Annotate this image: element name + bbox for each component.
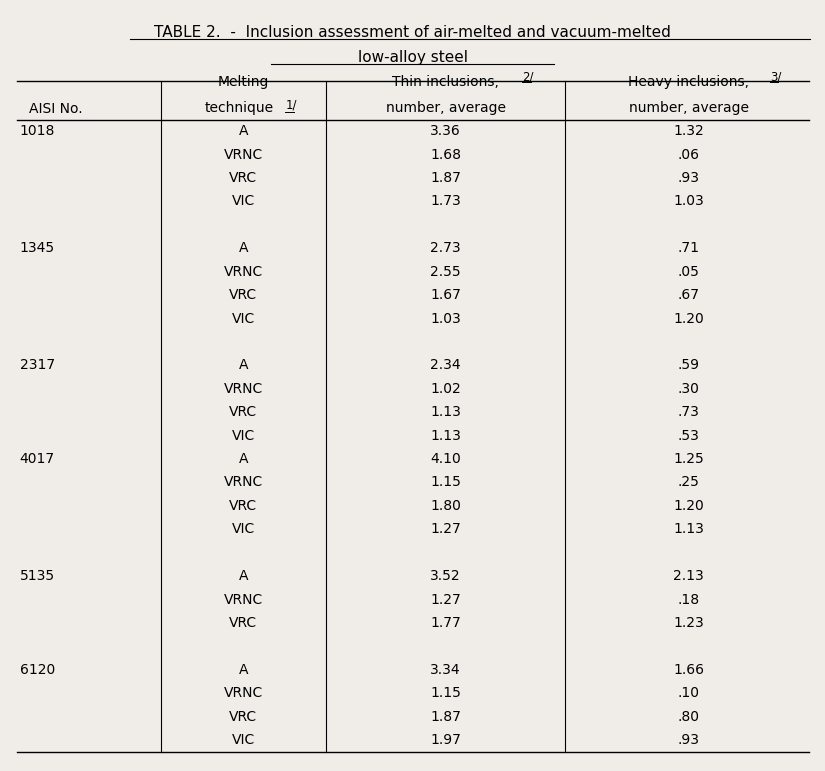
Text: 1.23: 1.23 bbox=[673, 616, 705, 630]
Text: 1.27: 1.27 bbox=[430, 593, 461, 607]
Text: VRC: VRC bbox=[229, 709, 257, 724]
Text: 2.34: 2.34 bbox=[430, 359, 461, 372]
Text: VRNC: VRNC bbox=[224, 382, 263, 396]
Text: VRNC: VRNC bbox=[224, 147, 263, 162]
Text: 1.87: 1.87 bbox=[430, 709, 461, 724]
Text: 2/: 2/ bbox=[522, 71, 534, 83]
Text: VIC: VIC bbox=[232, 194, 255, 208]
Text: AISI No.: AISI No. bbox=[29, 102, 82, 116]
Text: 1018: 1018 bbox=[20, 124, 54, 138]
Text: number, average: number, average bbox=[629, 101, 749, 115]
Text: VIC: VIC bbox=[232, 522, 255, 537]
Text: .53: .53 bbox=[678, 429, 700, 443]
Text: VRNC: VRNC bbox=[224, 476, 263, 490]
Text: VRNC: VRNC bbox=[224, 264, 263, 278]
Text: technique: technique bbox=[205, 101, 274, 115]
Text: .18: .18 bbox=[678, 593, 700, 607]
Text: Thin inclusions,: Thin inclusions, bbox=[392, 75, 499, 89]
Text: .93: .93 bbox=[678, 733, 700, 747]
Text: VRC: VRC bbox=[229, 171, 257, 185]
Text: 1.13: 1.13 bbox=[673, 522, 705, 537]
Text: 3.34: 3.34 bbox=[430, 663, 461, 677]
Text: 1345: 1345 bbox=[20, 241, 54, 255]
Text: .10: .10 bbox=[678, 686, 700, 700]
Text: 3.36: 3.36 bbox=[430, 124, 461, 138]
Text: 2.55: 2.55 bbox=[430, 264, 461, 278]
Text: 1.25: 1.25 bbox=[673, 452, 705, 466]
Text: 1.03: 1.03 bbox=[673, 194, 705, 208]
Text: VRNC: VRNC bbox=[224, 686, 263, 700]
Text: 1.20: 1.20 bbox=[673, 311, 705, 325]
Text: 1/: 1/ bbox=[285, 99, 297, 111]
Text: A: A bbox=[238, 359, 248, 372]
Text: .80: .80 bbox=[678, 709, 700, 724]
Text: TABLE 2.  -  Inclusion assessment of air-melted and vacuum-melted: TABLE 2. - Inclusion assessment of air-m… bbox=[154, 25, 671, 39]
Text: 1.02: 1.02 bbox=[430, 382, 461, 396]
Text: 2.73: 2.73 bbox=[430, 241, 461, 255]
Text: 1.97: 1.97 bbox=[430, 733, 461, 747]
Text: 1.66: 1.66 bbox=[673, 663, 705, 677]
Text: VRC: VRC bbox=[229, 499, 257, 513]
Text: 2.13: 2.13 bbox=[673, 569, 705, 583]
Text: 1.77: 1.77 bbox=[430, 616, 461, 630]
Text: number, average: number, average bbox=[385, 101, 506, 115]
Text: 1.13: 1.13 bbox=[430, 429, 461, 443]
Text: 1.03: 1.03 bbox=[430, 311, 461, 325]
Text: Melting: Melting bbox=[218, 75, 269, 89]
Text: A: A bbox=[238, 241, 248, 255]
Text: 4017: 4017 bbox=[20, 452, 54, 466]
Text: 1.27: 1.27 bbox=[430, 522, 461, 537]
Text: .73: .73 bbox=[678, 406, 700, 419]
Text: 1.73: 1.73 bbox=[430, 194, 461, 208]
Text: 3/: 3/ bbox=[770, 71, 781, 83]
Text: 1.80: 1.80 bbox=[430, 499, 461, 513]
Text: 1.87: 1.87 bbox=[430, 171, 461, 185]
Text: low-alloy steel: low-alloy steel bbox=[357, 50, 468, 65]
Text: .71: .71 bbox=[678, 241, 700, 255]
Text: VIC: VIC bbox=[232, 429, 255, 443]
Text: VRC: VRC bbox=[229, 406, 257, 419]
Text: A: A bbox=[238, 663, 248, 677]
Text: 1.68: 1.68 bbox=[430, 147, 461, 162]
Text: VRC: VRC bbox=[229, 616, 257, 630]
Text: VIC: VIC bbox=[232, 311, 255, 325]
Text: VRC: VRC bbox=[229, 288, 257, 302]
Text: .25: .25 bbox=[678, 476, 700, 490]
Text: 1.15: 1.15 bbox=[430, 476, 461, 490]
Text: 1.20: 1.20 bbox=[673, 499, 705, 513]
Text: 1.15: 1.15 bbox=[430, 686, 461, 700]
Text: 6120: 6120 bbox=[20, 663, 54, 677]
Text: .93: .93 bbox=[678, 171, 700, 185]
Text: .06: .06 bbox=[678, 147, 700, 162]
Text: .05: .05 bbox=[678, 264, 700, 278]
Text: Heavy inclusions,: Heavy inclusions, bbox=[629, 75, 749, 89]
Text: A: A bbox=[238, 124, 248, 138]
Text: A: A bbox=[238, 452, 248, 466]
Text: 5135: 5135 bbox=[20, 569, 54, 583]
Text: .67: .67 bbox=[678, 288, 700, 302]
Text: .30: .30 bbox=[678, 382, 700, 396]
Text: A: A bbox=[238, 569, 248, 583]
Text: 2317: 2317 bbox=[20, 359, 54, 372]
Text: 1.67: 1.67 bbox=[430, 288, 461, 302]
Text: VIC: VIC bbox=[232, 733, 255, 747]
Text: 1.13: 1.13 bbox=[430, 406, 461, 419]
Text: .59: .59 bbox=[678, 359, 700, 372]
Text: 1.32: 1.32 bbox=[673, 124, 705, 138]
Text: 4.10: 4.10 bbox=[430, 452, 461, 466]
Text: 3.52: 3.52 bbox=[430, 569, 461, 583]
Text: VRNC: VRNC bbox=[224, 593, 263, 607]
